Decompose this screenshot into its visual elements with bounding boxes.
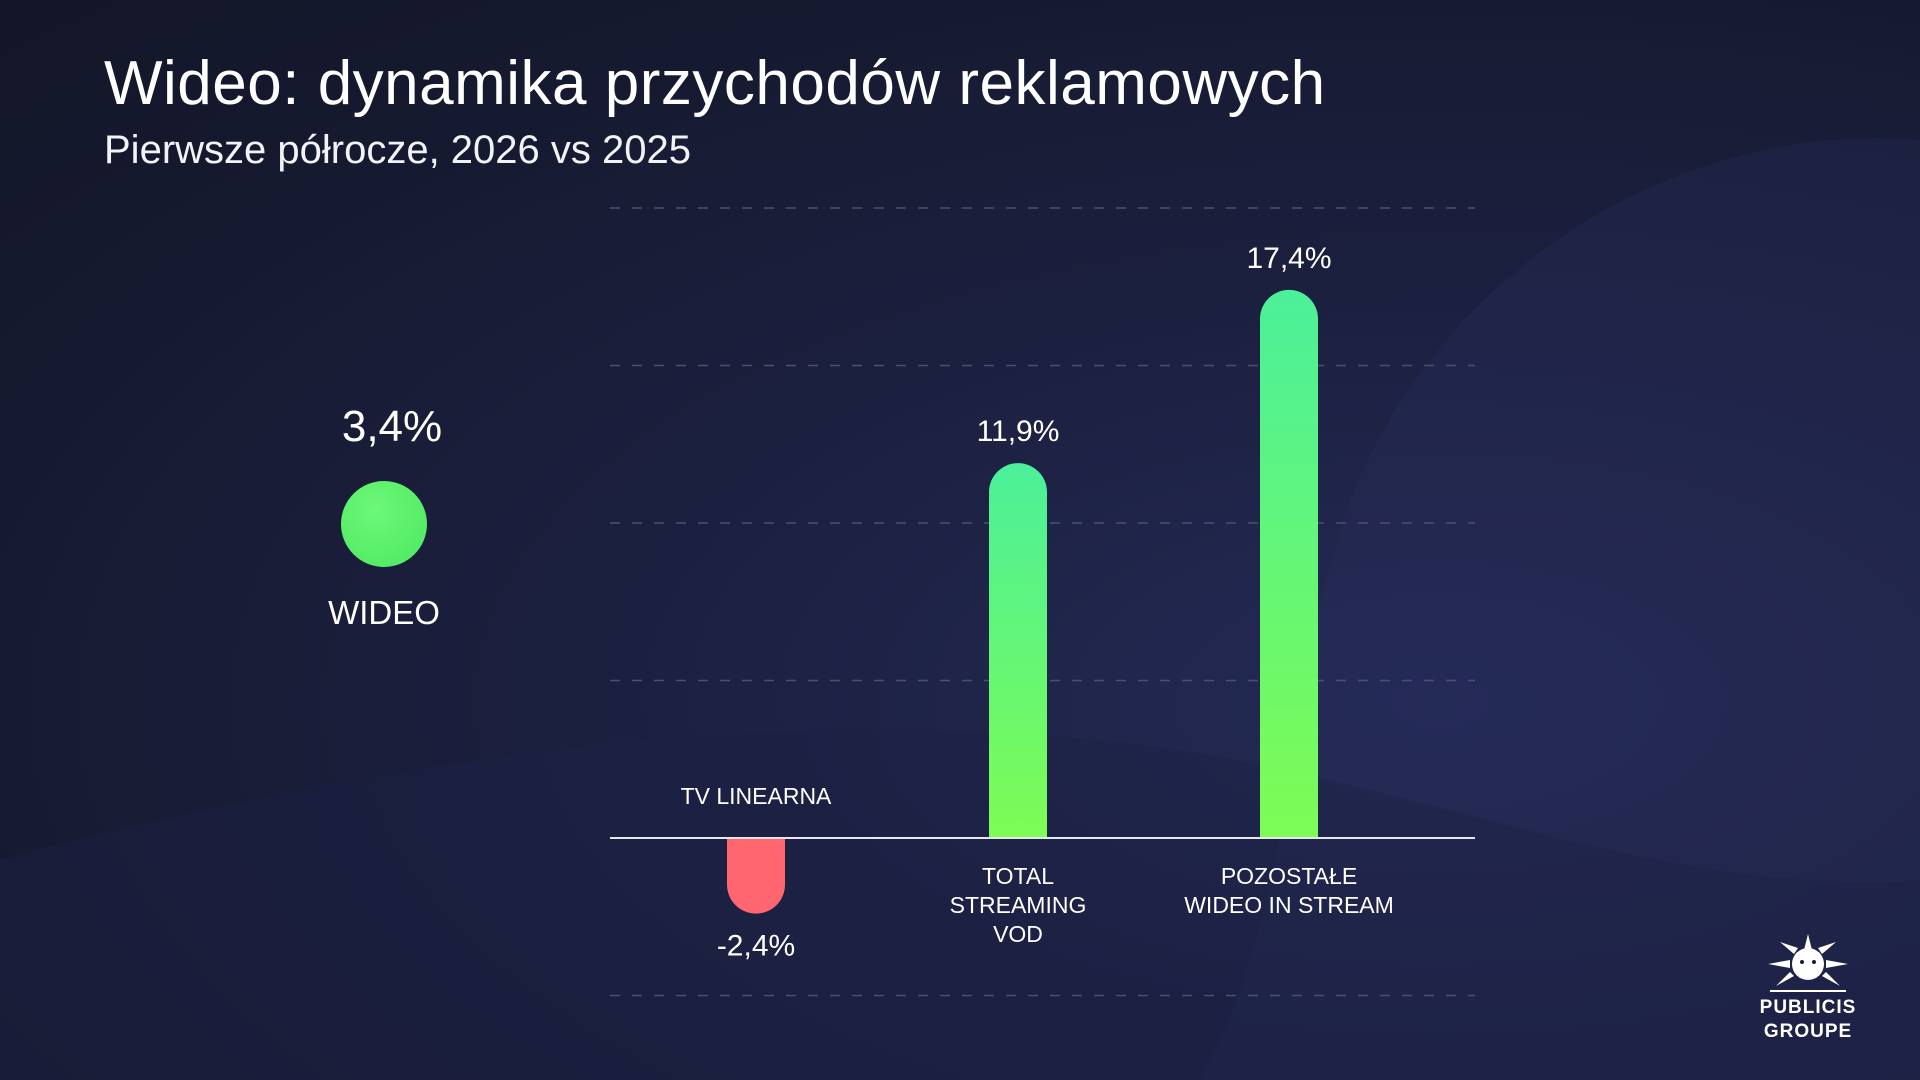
category-label-2: POZOSTAŁE [1221,863,1357,889]
category-label-1: STREAMING [950,892,1087,918]
total-indicator-dot [341,481,427,567]
logo-line-2: GROUPE [1763,1021,1853,1042]
total-value-label: 3,4% [341,402,443,451]
category-label-0: TV LINEARNA [681,783,832,809]
bar-value-label-1: 11,9% [977,415,1060,448]
bar-1 [989,463,1047,838]
total-label: WIDEO [328,594,440,631]
page-subtitle: Pierwsze półrocze, 2026 vs 2025 [104,128,691,172]
page-title: Wideo: dynamika przychodów reklamowych [104,49,1326,118]
category-label-1: TOTAL [982,863,1054,889]
publicis-logo-text: PUBLICIS GROUPE [1748,996,1868,1044]
category-label-2: WIDEO IN STREAM [1184,892,1394,918]
logo-line-1: PUBLICIS [1759,997,1857,1018]
category-label-1: VOD [993,921,1043,947]
bar-value-label-0: -2,4% [717,930,795,963]
bar-2 [1260,289,1318,838]
bar-0 [727,838,785,914]
bar-value-label-2: 17,4% [1246,242,1331,275]
publicis-lion-icon [1768,934,1848,992]
